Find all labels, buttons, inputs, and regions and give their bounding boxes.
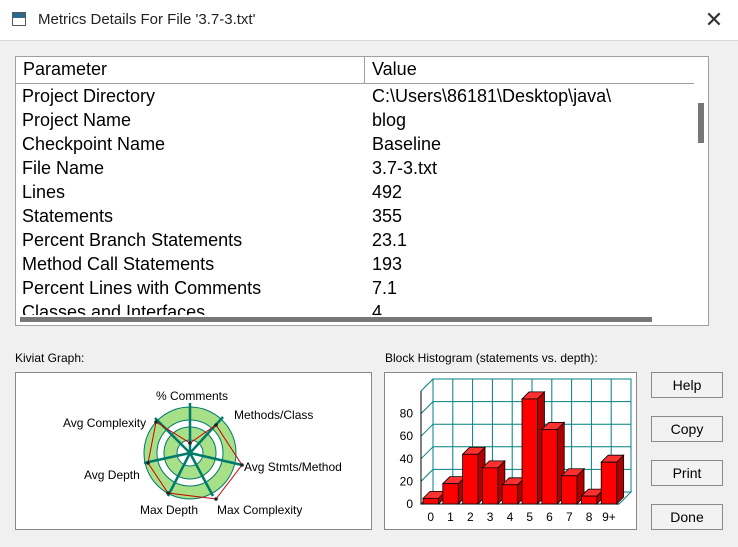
histogram-x-tick-label: 1 bbox=[447, 510, 454, 524]
window-title: Metrics Details For File '3.7-3.txt' bbox=[38, 11, 256, 28]
kiviat-points bbox=[146, 420, 244, 501]
help-button[interactable]: Help bbox=[651, 372, 723, 398]
table-row[interactable]: Lines 492 bbox=[22, 182, 702, 206]
block-histogram-label: Block Histogram (statements vs. depth): bbox=[385, 351, 598, 365]
histogram-gridline-side bbox=[420, 401, 434, 414]
title-bar: Metrics Details For File '3.7-3.txt' ✕ bbox=[0, 0, 738, 41]
table-row[interactable]: Percent Lines with Comments 7.1 bbox=[22, 278, 702, 302]
histogram-bar-side bbox=[616, 454, 625, 505]
row-value: 7.1 bbox=[372, 278, 398, 298]
horizontal-scrollbar[interactable] bbox=[16, 315, 696, 325]
histogram-x-tick-label: 2 bbox=[467, 510, 474, 524]
horizontal-scroll-thumb[interactable] bbox=[20, 317, 652, 322]
row-value: 355 bbox=[372, 206, 403, 226]
kiviat-axis-comments: % Comments bbox=[156, 389, 228, 403]
histogram-bar bbox=[442, 483, 459, 505]
histogram-bar bbox=[422, 497, 439, 505]
histogram-x-tick-label: 0 bbox=[427, 510, 434, 524]
row-value: 3.7-3.txt bbox=[372, 158, 438, 178]
histogram-x-tick-label: 3 bbox=[487, 510, 494, 524]
histogram-x-tick-label: 9+ bbox=[602, 510, 616, 524]
close-button[interactable]: ✕ bbox=[704, 7, 724, 32]
kiviat-axis-avg-depth: Avg Depth bbox=[84, 468, 140, 482]
row-value: Baseline bbox=[372, 134, 442, 154]
histogram-bar bbox=[462, 453, 479, 505]
histogram-x-tick-label: 5 bbox=[526, 510, 533, 524]
row-value: 23.1 bbox=[372, 230, 408, 250]
histogram-gridline-side bbox=[420, 446, 434, 460]
row-parameter: File Name bbox=[22, 158, 105, 178]
row-parameter: Percent Lines with Comments bbox=[22, 278, 262, 298]
histogram-bar bbox=[580, 495, 598, 505]
histogram-x-tick-label: 7 bbox=[566, 510, 573, 524]
kiviat-axis-avg-complexity: Avg Complexity bbox=[63, 416, 146, 430]
histogram-y-tick-label: 80 bbox=[400, 407, 414, 421]
row-value: 492 bbox=[372, 182, 403, 202]
row-parameter: Project Directory bbox=[22, 86, 156, 106]
histogram-y-tick-label: 40 bbox=[400, 452, 414, 466]
histogram-x-tick-label: 8 bbox=[586, 510, 593, 524]
kiviat-graph-label: Kiviat Graph: bbox=[15, 351, 85, 365]
row-parameter: Lines bbox=[22, 182, 66, 202]
table-header: Parameter Value bbox=[16, 57, 708, 84]
block-histogram: 0 20 40 60 80 0 1 2 3 4 5 6 7 8 9+ bbox=[384, 372, 637, 530]
row-value: 193 bbox=[372, 254, 403, 274]
kiviat-axis-methods-class: Methods/Class bbox=[234, 408, 313, 422]
row-parameter: Percent Branch Statements bbox=[22, 230, 243, 250]
copy-button[interactable]: Copy bbox=[651, 416, 723, 442]
kiviat-axis-max-complexity: Max Complexity bbox=[217, 503, 302, 517]
histogram-y-tick-label: 60 bbox=[400, 429, 414, 443]
print-button[interactable]: Print bbox=[651, 460, 723, 486]
row-parameter: Statements bbox=[22, 206, 114, 226]
histogram-gridline-side bbox=[420, 469, 434, 482]
table-row[interactable]: Percent Branch Statements 23.1 bbox=[22, 230, 702, 254]
histogram-y-tick-label: 0 bbox=[406, 497, 413, 511]
histogram-bar bbox=[541, 429, 558, 505]
table-row[interactable]: Checkpoint Name Baseline bbox=[22, 134, 702, 158]
kiviat-axis-avg-stmts-method: Avg Stmts/Method bbox=[244, 460, 342, 474]
table-row[interactable]: Project Name blog bbox=[22, 110, 702, 134]
row-parameter: Checkpoint Name bbox=[22, 134, 166, 154]
row-value: C:\Users\86181\Desktop\java\ bbox=[372, 86, 612, 106]
row-parameter: Project Name bbox=[22, 110, 132, 130]
vertical-scrollbar[interactable] bbox=[694, 83, 708, 325]
histogram-x-tick-label: 6 bbox=[546, 510, 553, 524]
column-header-value[interactable]: Value bbox=[372, 59, 417, 79]
kiviat-graph: % Comments Methods/Class Avg Stmts/Metho… bbox=[15, 372, 372, 530]
histogram-bar bbox=[482, 467, 499, 505]
row-value: 4 bbox=[372, 302, 383, 322]
row-value: blog bbox=[372, 110, 407, 130]
histogram-bar bbox=[561, 475, 578, 505]
column-divider[interactable] bbox=[364, 57, 365, 83]
kiviat-axes bbox=[143, 403, 243, 497]
kiviat-polygon bbox=[147, 421, 243, 500]
histogram-y-tick-label: 20 bbox=[400, 474, 414, 488]
metrics-table: Parameter Value Project Directory C:\User… bbox=[15, 56, 709, 326]
window-icon bbox=[12, 12, 26, 26]
column-header-parameter[interactable]: Parameter bbox=[23, 59, 108, 79]
row-parameter: Method Call Statements bbox=[22, 254, 215, 274]
histogram-x-tick-label: 4 bbox=[507, 510, 514, 524]
kiviat-axis-max-depth: Max Depth bbox=[140, 503, 198, 517]
histogram-gridline-side bbox=[420, 378, 434, 392]
histogram-bar bbox=[521, 398, 538, 505]
histogram-bar bbox=[600, 461, 618, 505]
table-row[interactable]: Statements 355 bbox=[22, 206, 702, 230]
done-button[interactable]: Done bbox=[651, 504, 723, 530]
vertical-scroll-thumb[interactable] bbox=[698, 103, 704, 143]
histogram-bar bbox=[501, 484, 519, 505]
kiviat-svg: % Comments Methods/Class Avg Stmts/Metho… bbox=[63, 389, 342, 517]
table-row[interactable]: File Name 3.7-3.txt bbox=[22, 158, 702, 182]
table-row[interactable]: Method Call Statements 193 bbox=[22, 254, 702, 278]
histogram-gridline-side bbox=[420, 423, 434, 437]
table-row[interactable]: Project Directory C:\Users\86181\Desktop\… bbox=[22, 86, 702, 110]
